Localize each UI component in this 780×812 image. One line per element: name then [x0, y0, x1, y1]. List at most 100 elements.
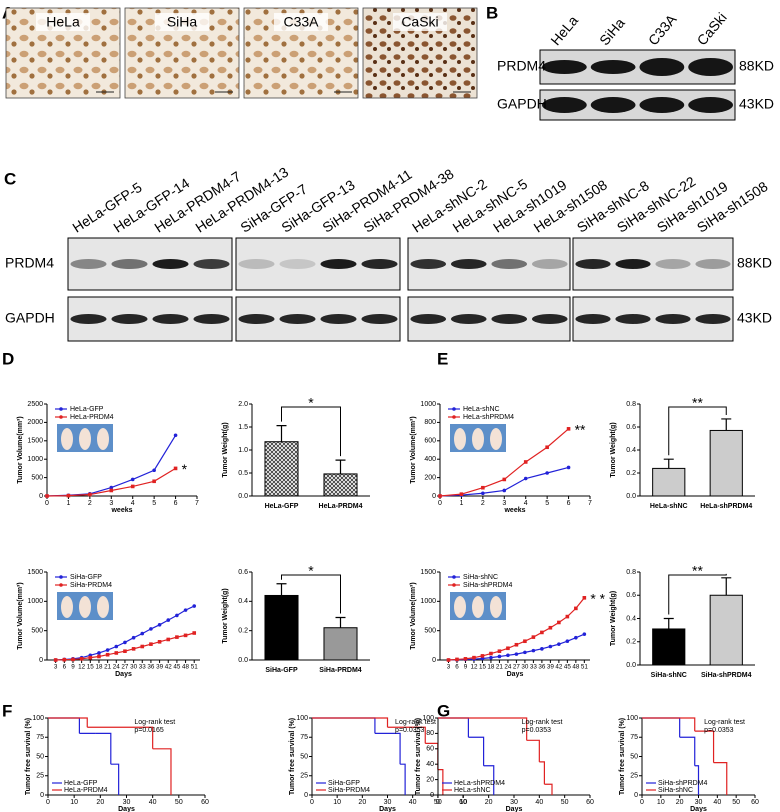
y-axis-label: Tumor free survival (%) — [619, 718, 626, 795]
category-label: HeLa-PRDM4 — [319, 503, 363, 510]
y-tick-label: 0.0 — [238, 493, 248, 500]
x-tick-label: 36 — [147, 664, 155, 671]
y-tick-label: 2500 — [27, 401, 43, 408]
image-label-bg — [393, 13, 447, 31]
y-tick-label: 1500 — [27, 569, 43, 576]
category-label: HeLa-shNC — [650, 503, 688, 510]
x-tick-label: 48 — [182, 664, 190, 671]
panel-label: E — [437, 349, 448, 368]
x-axis-label: Days — [507, 671, 524, 678]
marker — [166, 637, 171, 642]
band — [320, 259, 357, 269]
band — [450, 314, 487, 324]
x-tick-label: 27 — [121, 664, 129, 671]
x-tick-label: 39 — [156, 664, 164, 671]
x-tick-label: 50 — [175, 799, 183, 806]
y-tick-label: 0 — [39, 493, 43, 500]
p-value: p=0.0353 — [522, 727, 551, 734]
y-tick-label: 25 — [630, 773, 638, 780]
marker — [157, 623, 162, 627]
marker — [582, 632, 587, 636]
x-tick-label: 18 — [95, 664, 103, 671]
y-tick-label: 1000 — [27, 456, 43, 463]
x-tick-label: 15 — [87, 664, 95, 671]
y-tick-label: 0.4 — [626, 615, 636, 622]
legend-marker — [452, 415, 456, 419]
band — [615, 259, 651, 269]
y-tick-label: 400 — [424, 456, 436, 463]
marker — [481, 491, 485, 496]
panel-label: F — [2, 701, 12, 720]
x-tick-label: 42 — [555, 664, 563, 671]
legend-label: SiHa-shPRDM4 — [658, 780, 708, 787]
mouse — [490, 596, 502, 618]
y-tick-label: 2000 — [27, 419, 43, 426]
survival-step — [110, 763, 120, 795]
marker — [183, 633, 188, 638]
test-label: Log-rank test — [395, 719, 436, 726]
marker — [149, 642, 153, 646]
x-tick-label: 5 — [545, 500, 549, 507]
x-tick-label: 0 — [45, 500, 49, 507]
x-tick-label: 18 — [487, 664, 495, 671]
x-tick-label: 20 — [676, 799, 684, 806]
legend-label: SiHa-shNC — [658, 787, 693, 794]
survival-step — [312, 717, 376, 734]
marker — [79, 657, 84, 661]
x-tick-label: 9 — [464, 664, 468, 671]
band — [695, 259, 731, 269]
significance-bracket — [668, 573, 727, 615]
y-axis-label: Tumor free survival (%) — [25, 718, 32, 795]
y-tick-label: 50 — [36, 753, 44, 760]
band — [639, 97, 685, 113]
x-tick-label: 0 — [640, 799, 644, 806]
error-bar — [335, 459, 346, 474]
x-axis-label: Days — [115, 671, 132, 678]
x-tick-label: 0 — [310, 799, 314, 806]
marker — [566, 465, 571, 470]
legend-label: HeLa-shPRDM4 — [463, 414, 514, 421]
band — [238, 314, 275, 324]
marker — [540, 647, 544, 651]
marker — [105, 652, 110, 657]
p-value: p=0.0353 — [704, 727, 733, 734]
survival-step — [694, 765, 700, 795]
marker — [53, 658, 58, 662]
mouse — [61, 428, 73, 450]
marker — [523, 650, 527, 655]
marker — [574, 606, 578, 611]
marker — [446, 658, 451, 662]
marker — [514, 642, 519, 647]
x-tick-label: 33 — [530, 664, 538, 671]
legend-marker — [452, 575, 456, 579]
x-tick-label: 50 — [434, 799, 442, 806]
marker — [173, 433, 178, 438]
test-label: Log-rank test — [522, 719, 563, 726]
x-tick-label: 40 — [535, 799, 543, 806]
x-tick-label: 60 — [751, 799, 759, 806]
significance: ** — [575, 422, 586, 438]
x-tick-label: 3 — [54, 664, 58, 671]
x-tick-label: 0 — [438, 500, 442, 507]
category-label: SiHa-PRDM4 — [319, 667, 362, 674]
bar — [323, 627, 358, 661]
x-tick-label: 4 — [131, 500, 135, 507]
survival-step — [438, 717, 469, 738]
y-tick-label: 0.2 — [238, 628, 248, 635]
x-tick-label: 21 — [104, 664, 112, 671]
y-tick-label: 800 — [424, 419, 436, 426]
x-tick-label: 30 — [123, 799, 131, 806]
x-tick-label: 12 — [78, 664, 86, 671]
band — [410, 314, 447, 324]
marker — [166, 618, 171, 622]
x-tick-label: 1 — [66, 500, 70, 507]
legend-label: HeLa-shPRDM4 — [454, 780, 505, 787]
y-tick-label: 40 — [426, 761, 434, 768]
x-tick-label: 9 — [71, 664, 75, 671]
y-tick-label: 80 — [426, 730, 434, 737]
legend-marker — [59, 415, 63, 419]
band — [688, 58, 734, 76]
panel-label: G — [437, 701, 450, 720]
protein-label: GAPDH — [5, 310, 55, 326]
mouse — [97, 596, 109, 618]
